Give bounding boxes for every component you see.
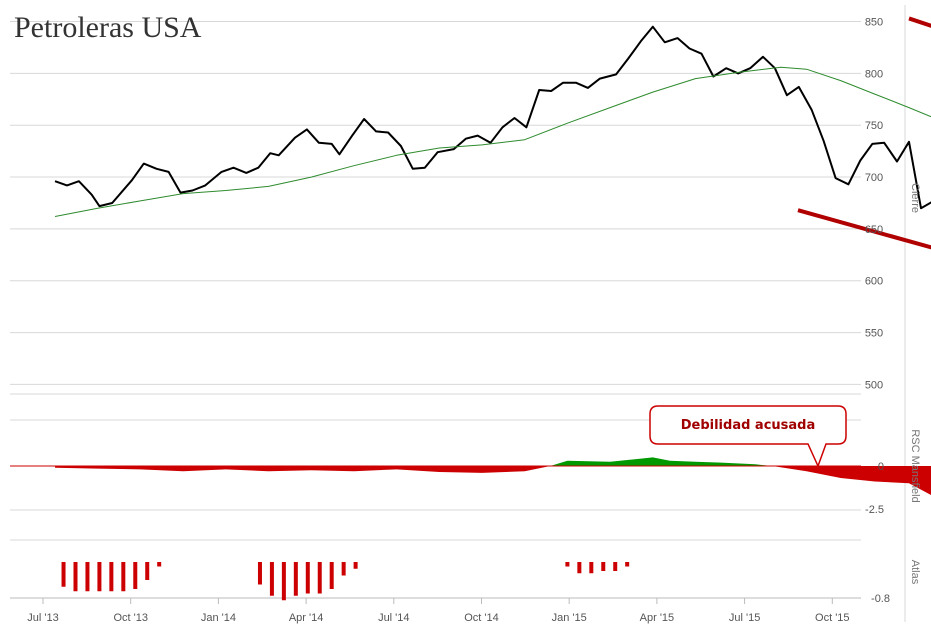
rsc-negative-area <box>55 466 931 496</box>
x-tick-label: Jul '14 <box>378 612 409 624</box>
price-tick-label: 650 <box>865 224 883 236</box>
atlas-bar <box>109 562 114 592</box>
trend-arrow <box>797 208 931 250</box>
atlas-bar <box>341 562 346 576</box>
price-panel <box>54 25 931 217</box>
price-tick-label: 850 <box>865 17 883 29</box>
callout: Debilidad acusada <box>649 405 847 468</box>
atlas-bar <box>85 562 90 592</box>
atlas-bar <box>613 562 618 571</box>
atlas-bar <box>61 562 66 587</box>
atlas-bar <box>97 562 102 592</box>
close-price-line <box>54 25 931 210</box>
atlas-bar <box>589 562 594 574</box>
atlas-bar <box>353 562 358 569</box>
callout-text: Debilidad acusada <box>681 418 816 433</box>
moving-average-line <box>54 66 931 217</box>
atlas-axis-title: Atlas <box>909 560 921 585</box>
x-tick-label: Apr '14 <box>289 612 324 624</box>
x-tick-label: Oct '15 <box>815 612 850 624</box>
atlas-bar <box>329 562 334 589</box>
x-tick-label: Oct '13 <box>113 612 148 624</box>
x-tick-label: Oct '14 <box>464 612 499 624</box>
x-tick-label: Jan '15 <box>552 612 587 624</box>
price-tick-label: 500 <box>865 379 883 391</box>
price-axis-title: Cierre <box>909 183 921 213</box>
x-tick-label: Jul '13 <box>27 612 58 624</box>
atlas-bar <box>565 562 570 567</box>
atlas-bar <box>625 562 630 567</box>
atlas-bar <box>601 562 606 571</box>
atlas-bar <box>145 562 150 580</box>
price-tick-label: 700 <box>865 172 883 184</box>
atlas-bar <box>121 562 126 592</box>
atlas-bar <box>281 562 286 601</box>
price-tick-label: 750 <box>865 120 883 132</box>
axes: 500 550 600 650 700 750 800 850 0 -2.5 -0.8 Jul '13… <box>27 17 890 624</box>
atlas-bar <box>157 562 162 567</box>
callout-bubble <box>649 405 847 468</box>
rsc-tick-label: 0 <box>878 461 884 473</box>
atlas-bar <box>269 562 274 596</box>
grid <box>10 5 906 622</box>
x-tick-label: Jan '14 <box>201 612 236 624</box>
atlas-panel <box>61 562 630 601</box>
atlas-bar <box>293 562 298 596</box>
x-tick-label: Jul '15 <box>729 612 760 624</box>
atlas-bar <box>317 562 322 594</box>
atlas-bar <box>133 562 138 589</box>
x-tick-label: Apr '15 <box>640 612 675 624</box>
atlas-bar <box>305 562 310 594</box>
atlas-tick-label: -0.8 <box>871 593 890 605</box>
atlas-bar <box>577 562 582 574</box>
rsc-positive-area <box>55 457 931 466</box>
price-tick-label: 550 <box>865 328 883 340</box>
rsc-axis-title: RSC Mansfield <box>909 429 921 502</box>
price-tick-label: 600 <box>865 276 883 288</box>
atlas-bar <box>73 562 78 592</box>
atlas-bar <box>257 562 262 585</box>
chart-title: Petroleras USA <box>14 11 202 44</box>
rsc-tick-label: -2.5 <box>865 504 884 516</box>
trend-arrows <box>797 16 931 250</box>
price-tick-label: 800 <box>865 68 883 80</box>
rsc-panel <box>10 457 931 496</box>
